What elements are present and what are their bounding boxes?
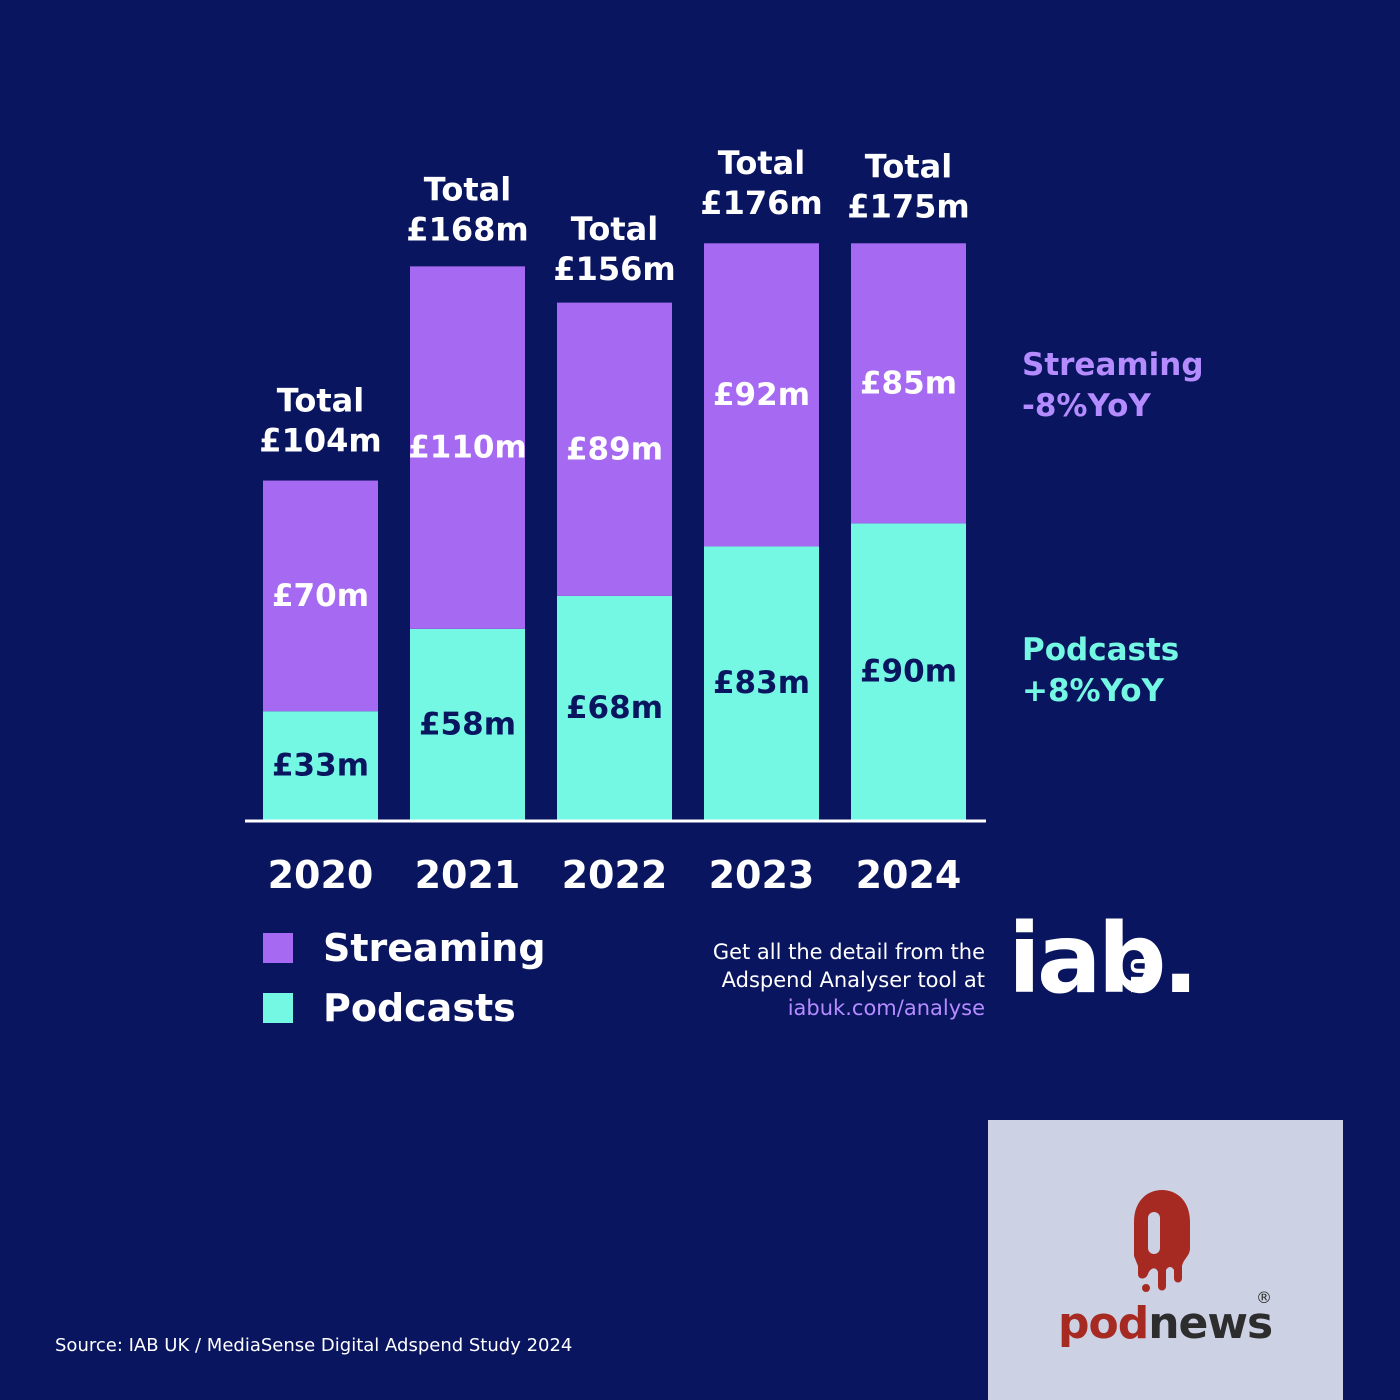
bar-streaming-2024: [851, 243, 966, 524]
bar-streaming-2022: [557, 302, 672, 596]
bar-streaming-2023: [704, 243, 819, 547]
total-label-2020: Total: [277, 381, 364, 419]
iab-uk-logo: iab. UK: [1008, 903, 1199, 1025]
total-value-2023: £176m: [700, 184, 822, 222]
legend-swatch-podcasts: [263, 993, 293, 1023]
podnews-wordmark: podnews: [1058, 1298, 1273, 1349]
legend: Streaming Podcasts: [263, 918, 546, 1038]
bar-label-streaming-2024: £85m: [860, 365, 957, 401]
promo-text: Get all the detail from the Adspend Anal…: [713, 938, 985, 1022]
bar-label-podcasts-2023: £83m: [713, 665, 810, 701]
x-tick-label-2023: 2023: [709, 853, 815, 897]
total-label-2023: Total: [718, 144, 805, 182]
legend-item-streaming: Streaming: [263, 918, 546, 978]
podnews-logo: podnews ®: [988, 1120, 1343, 1400]
total-label-2024: Total: [865, 147, 952, 185]
podnews-word-pod: pod: [1058, 1298, 1149, 1349]
legend-label-streaming: Streaming: [323, 926, 546, 970]
total-value-2020: £104m: [259, 421, 381, 459]
promo-link[interactable]: iabuk.com/analyse: [787, 996, 985, 1020]
streaming-annotation-title: Streaming: [1022, 347, 1204, 383]
total-label-2022: Total: [571, 210, 658, 248]
bar-podcasts-2020: [263, 711, 378, 820]
bar-streaming-2021: [410, 266, 525, 629]
bar-podcasts-2024: [851, 523, 966, 820]
legend-item-podcasts: Podcasts: [263, 978, 546, 1038]
bar-label-podcasts-2024: £90m: [860, 654, 957, 690]
podcasts-annotation: Podcasts +8%YoY: [1022, 630, 1179, 712]
bar-label-podcasts-2020: £33m: [272, 748, 369, 784]
legend-label-podcasts: Podcasts: [323, 986, 516, 1030]
bar-label-streaming-2020: £70m: [272, 578, 369, 614]
x-tick-label-2022: 2022: [562, 853, 668, 897]
x-tick-label-2020: 2020: [268, 853, 374, 897]
podnews-drip-icon: [1134, 1190, 1190, 1292]
bar-podcasts-2023: [704, 546, 819, 820]
total-value-2022: £156m: [553, 250, 675, 288]
bar-label-streaming-2021: £110m: [408, 430, 527, 466]
legend-swatch-streaming: [263, 933, 293, 963]
total-label-2021: Total: [424, 170, 511, 208]
bar-streaming-2020: [263, 480, 378, 712]
iab-logo-uk: UK: [1125, 957, 1150, 992]
streaming-annotation: Streaming -8%YoY: [1022, 345, 1204, 427]
x-tick-label-2024: 2024: [856, 853, 962, 897]
streaming-annotation-change: -8%YoY: [1022, 388, 1151, 424]
bar-label-podcasts-2022: £68m: [566, 690, 663, 726]
podnews-word-news: news: [1148, 1298, 1273, 1349]
x-tick-label-2021: 2021: [415, 853, 521, 897]
promo-line-1: Get all the detail from the: [712, 940, 985, 964]
bar-label-streaming-2022: £89m: [566, 431, 663, 467]
registered-mark: ®: [1256, 1288, 1272, 1307]
podcasts-annotation-title: Podcasts: [1022, 632, 1180, 668]
podcasts-annotation-change: +8%YoY: [1022, 673, 1164, 709]
total-value-2024: £175m: [847, 187, 969, 225]
iab-logo-text: iab.: [1008, 903, 1199, 1015]
bar-label-streaming-2023: £92m: [713, 377, 810, 413]
bar-podcasts-2022: [557, 595, 672, 820]
bar-label-podcasts-2021: £58m: [419, 706, 516, 742]
bar-podcasts-2021: [410, 628, 525, 820]
promo-line-2: Adspend Analyser tool at: [721, 968, 985, 992]
source-note: Source: IAB UK / MediaSense Digital Adsp…: [55, 1335, 573, 1356]
total-value-2021: £168m: [406, 210, 528, 248]
